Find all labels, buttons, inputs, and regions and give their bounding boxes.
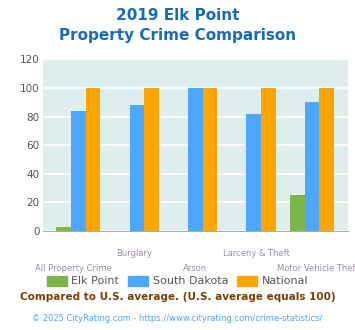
Bar [203,88,217,231]
Bar [305,102,320,231]
Text: All Property Crime: All Property Crime [35,264,111,273]
Legend: Elk Point, South Dakota, National: Elk Point, South Dakota, National [43,271,312,291]
Bar [56,227,71,231]
Bar [86,88,100,231]
Text: Burglary: Burglary [116,249,152,258]
Bar [130,105,144,231]
Text: Compared to U.S. average. (U.S. average equals 100): Compared to U.S. average. (U.S. average … [20,292,335,302]
Bar [144,88,159,231]
Bar [290,195,305,231]
Bar [320,88,334,231]
Bar [188,88,203,231]
Text: Larceny & Theft: Larceny & Theft [223,249,290,258]
Bar [246,114,261,231]
Text: Motor Vehicle Theft: Motor Vehicle Theft [277,264,355,273]
Text: © 2025 CityRating.com - https://www.cityrating.com/crime-statistics/: © 2025 CityRating.com - https://www.city… [32,314,323,323]
Bar [261,88,275,231]
Text: Arson: Arson [183,264,207,273]
Text: 2019 Elk Point: 2019 Elk Point [116,8,239,23]
Text: Property Crime Comparison: Property Crime Comparison [59,28,296,43]
Bar [71,111,86,231]
